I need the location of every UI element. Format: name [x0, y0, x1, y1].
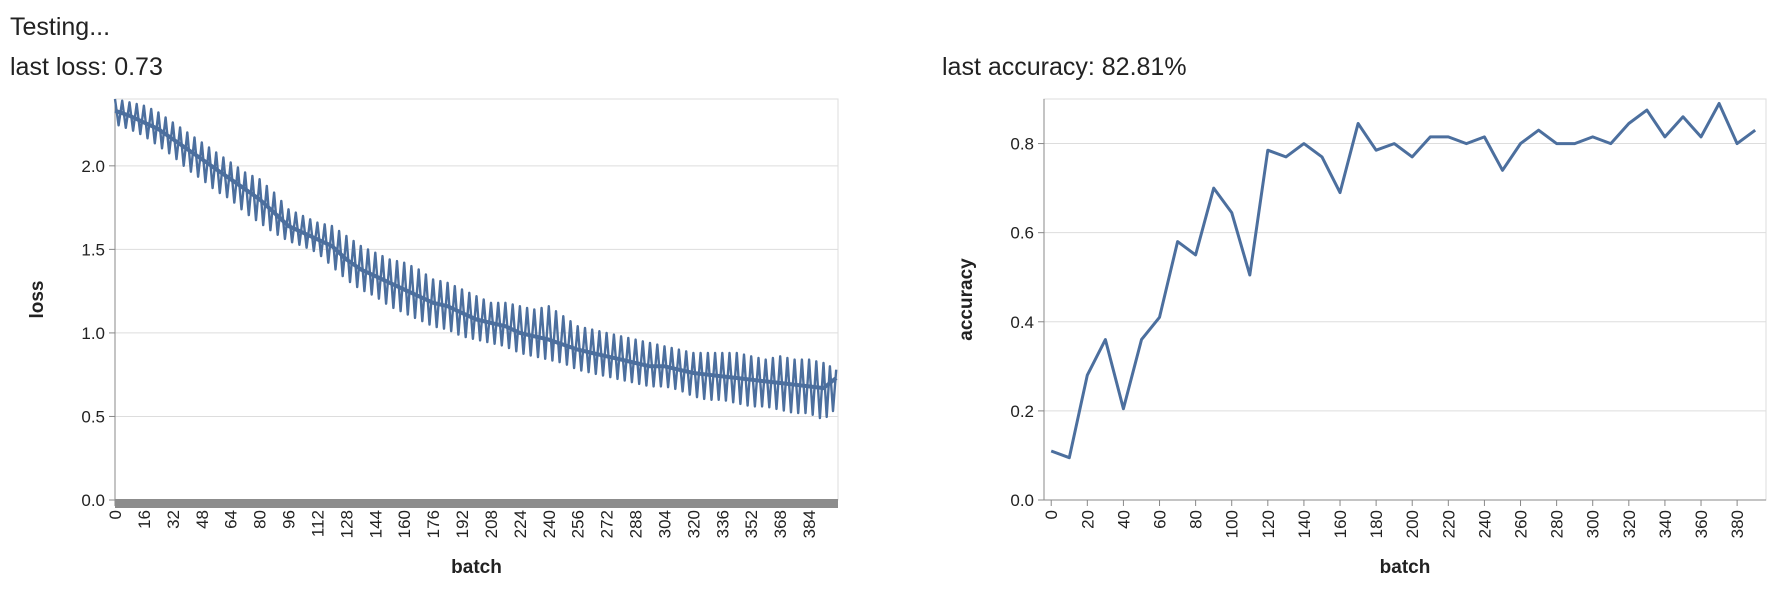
status-text: Testing...	[10, 13, 111, 41]
x-tick-label: 384	[800, 510, 819, 538]
x-tick-label: 320	[684, 510, 703, 538]
x-tick-label: 40	[1114, 510, 1133, 529]
x-tick-label: 336	[713, 510, 732, 538]
y-tick-label: 0.6	[1010, 224, 1034, 243]
loss-series-mid	[114, 108, 838, 391]
x-axis-title: batch	[1380, 557, 1431, 578]
x-tick-label: 272	[598, 510, 617, 538]
x-tick-label: 48	[193, 510, 212, 529]
x-tick-label: 0	[1042, 510, 1061, 519]
x-tick-label: 288	[627, 510, 646, 538]
y-axis-title: loss	[27, 280, 48, 318]
x-tick-label: 140	[1295, 510, 1314, 538]
y-tick-label: 0.0	[81, 491, 105, 510]
plot-frame	[1043, 98, 1767, 501]
x-tick-label: 360	[1692, 510, 1711, 538]
x-tick-label: 160	[1331, 510, 1350, 538]
x-tick-label: 208	[482, 510, 501, 538]
y-tick-label: 2.0	[81, 157, 105, 176]
last-accuracy-label: last accuracy: 82.81%	[942, 53, 1187, 81]
x-tick-label: 340	[1656, 510, 1675, 538]
x-tick-label: 300	[1584, 510, 1603, 538]
x-tick-label: 160	[395, 510, 414, 538]
x-tick-label: 60	[1151, 510, 1170, 529]
x-tick-label: 380	[1728, 510, 1747, 538]
x-tick-label: 80	[1187, 510, 1206, 529]
x-tick-label: 96	[280, 510, 299, 529]
x-tick-label: 128	[337, 510, 356, 538]
x-tick-label: 200	[1403, 510, 1422, 538]
accuracy-series-line	[1050, 102, 1757, 460]
x-tick-label: 176	[424, 510, 443, 538]
x-tick-label: 112	[308, 510, 327, 537]
y-tick-label: 0.2	[1010, 402, 1034, 421]
y-tick-label: 0.8	[1010, 135, 1034, 154]
last-loss-label: last loss: 0.73	[10, 53, 163, 81]
y-tick-label: 0.0	[1010, 491, 1034, 510]
x-tick-label: 352	[742, 510, 761, 538]
x-axis-title: batch	[451, 557, 502, 578]
x-axis-bar	[115, 499, 838, 508]
x-tick-label: 20	[1078, 510, 1097, 529]
x-tick-label: 80	[251, 510, 270, 529]
x-tick-label: 240	[540, 510, 559, 538]
y-tick-label: 1.5	[81, 240, 105, 259]
x-tick-label: 240	[1475, 510, 1494, 538]
x-tick-label: 144	[366, 510, 385, 538]
x-tick-label: 224	[511, 510, 530, 538]
y-tick-label: 0.5	[81, 407, 105, 426]
x-tick-label: 32	[164, 510, 183, 529]
y-tick-label: 0.4	[1010, 313, 1034, 332]
loss-series-line	[113, 98, 838, 420]
x-tick-label: 180	[1367, 510, 1386, 538]
x-tick-label: 304	[655, 510, 674, 538]
x-tick-label: 100	[1223, 510, 1242, 538]
x-tick-label: 220	[1439, 510, 1458, 538]
accuracy-chart: 0.0 0.2 0.4 0.6 0.8 0 20 40 60 80 100 120 140 160 180 2…	[956, 98, 1767, 578]
x-tick-label: 120	[1259, 510, 1278, 538]
loss-chart: 0.0 0.5 1.0 1.5 2.0 0 16 32 48 64 80 96 112 128 144 160…	[27, 98, 839, 578]
x-tick-label: 320	[1620, 510, 1639, 538]
y-tick-label: 1.0	[81, 324, 105, 343]
x-tick-label: 192	[453, 510, 472, 538]
x-tick-label: 280	[1548, 510, 1567, 538]
y-axis-title: accuracy	[956, 258, 977, 341]
x-tick-label: 64	[222, 510, 241, 529]
x-tick-label: 368	[771, 510, 790, 538]
x-tick-label: 256	[569, 510, 588, 538]
x-tick-label: 16	[135, 510, 154, 529]
x-tick-label: 0	[106, 510, 125, 519]
x-tick-label: 260	[1512, 510, 1531, 538]
